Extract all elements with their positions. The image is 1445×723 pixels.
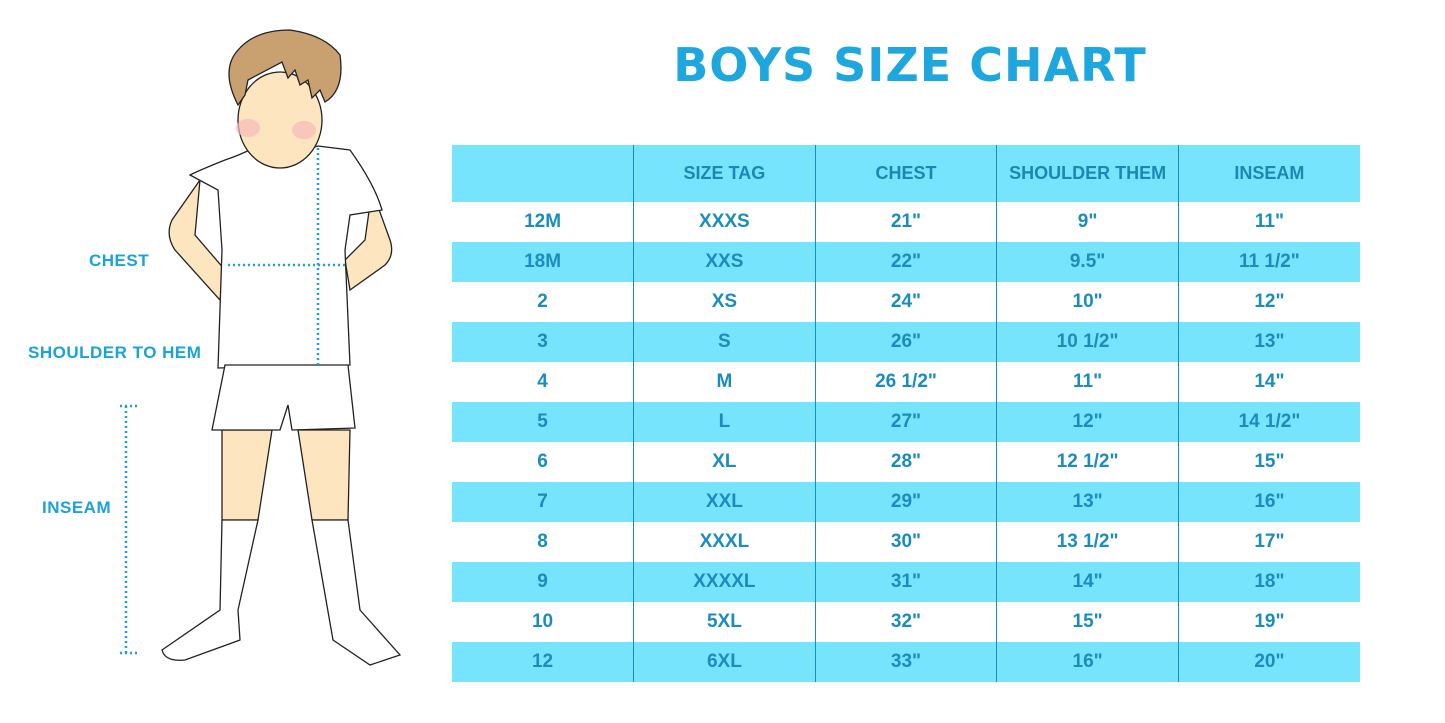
table-cell: 17" [1177, 522, 1360, 562]
table-cell: 9.5" [996, 242, 1179, 282]
table-cell: 29" [814, 482, 997, 522]
table-cell: 19" [1177, 602, 1360, 642]
table-cell: 13" [996, 482, 1179, 522]
table-row: 6 XL 28" 12 1/2" 15" [452, 442, 1360, 482]
table-cell: 9 [537, 571, 548, 592]
table-cell: 16" [1177, 482, 1360, 522]
table-cell: XXL [633, 482, 816, 522]
table-cell: 28" [814, 442, 997, 482]
table-row: 9 XXXXL 31" 14" 18" [452, 562, 1360, 602]
table-row: 2 XS 24" 10" 12" [452, 282, 1360, 322]
header-cell: SIZE TAG [633, 145, 816, 202]
table-cell: 16" [996, 642, 1179, 682]
table-cell: 12 [531, 651, 554, 672]
table-row: 3 S 26" 10 1/2" 13" [452, 322, 1360, 362]
header-cell: INSEAM [1177, 145, 1360, 202]
table-cell: 31" [814, 562, 997, 602]
table-cell: 13" [1177, 322, 1360, 362]
table-cell: 8 [537, 531, 548, 552]
table-cell: 12" [996, 402, 1179, 442]
table-cell: 10 1/2" [996, 322, 1179, 362]
table-row: 12 6XL 33" 16" 20" [452, 642, 1360, 682]
inseam-label: INSEAM [42, 498, 112, 517]
table-cell: S [633, 322, 816, 362]
table-cell: 12" [1177, 282, 1360, 322]
table-cell: 26 1/2" [814, 362, 997, 402]
header-cell: SHOULDER THEM [996, 145, 1179, 202]
size-table: SIZE TAG CHEST SHOULDER THEM INSEAM 12M X… [452, 145, 1360, 682]
table-cell: 15" [1177, 442, 1360, 482]
table-cell: 15" [996, 602, 1179, 642]
table-cell: 14 1/2" [1177, 402, 1360, 442]
table-cell: 6XL [633, 642, 816, 682]
table-cell: XXS [633, 242, 816, 282]
table-row: 5 L 27" 12" 14 1/2" [452, 402, 1360, 442]
table-cell: 18M [524, 251, 562, 272]
table-cell: 12 1/2" [996, 442, 1179, 482]
table-cell: L [633, 402, 816, 442]
table-cell: XL [633, 442, 816, 482]
page-title: BOYS SIZE CHART [673, 38, 1147, 92]
table-cell: 20" [1177, 642, 1360, 682]
header-cell: CHEST [814, 145, 997, 202]
table-cell: XXXS [633, 202, 816, 242]
table-row: 12M XXXS 21" 9" 11" [452, 202, 1360, 242]
table-cell: 32" [814, 602, 997, 642]
table-cell: 4 [537, 371, 548, 392]
table-cell: 11 1/2" [1177, 242, 1360, 282]
table-cell: 10" [996, 282, 1179, 322]
table-cell: XXXL [633, 522, 816, 562]
header-cell [452, 145, 634, 202]
shoulder-to-hem-label: SHOULDER TO HEM [28, 343, 202, 362]
table-cell: 18" [1177, 562, 1360, 602]
table-cell: 3 [537, 331, 548, 352]
table-cell: 6 [537, 451, 548, 472]
table-cell: M [633, 362, 816, 402]
shorts [211, 364, 356, 431]
table-row: 10 5XL 32" 15" 19" [452, 602, 1360, 642]
hair [228, 29, 342, 107]
table-row: 7 XXL 29" 13" 16" [452, 482, 1360, 522]
table-header-row: SIZE TAG CHEST SHOULDER THEM INSEAM [452, 145, 1360, 202]
table-cell: 22" [814, 242, 997, 282]
table-cell: 33" [814, 642, 997, 682]
table-cell: 21" [814, 202, 997, 242]
table-cell: 11" [996, 362, 1179, 402]
table-row: 4 M 26 1/2" 11" 14" [452, 362, 1360, 402]
table-cell: 26" [814, 322, 997, 362]
table-cell: XXXXL [633, 562, 816, 602]
table-cell: XS [633, 282, 816, 322]
table-cell: 7 [537, 491, 548, 512]
table-cell: 12M [524, 211, 562, 232]
table-cell: 30" [814, 522, 997, 562]
table-cell: 9" [996, 202, 1179, 242]
table-cell: 11" [1177, 202, 1360, 242]
table-row: 8 XXXL 30" 13 1/2" 17" [452, 522, 1360, 562]
boy-illustration [120, 29, 402, 666]
table-cell: 14" [1177, 362, 1360, 402]
table-cell: 24" [814, 282, 997, 322]
table-cell: 5XL [633, 602, 816, 642]
table-cell: 27" [814, 402, 997, 442]
table-cell: 2 [537, 291, 548, 312]
chest-label: CHEST [89, 251, 150, 270]
table-cell: 13 1/2" [996, 522, 1179, 562]
table-cell: 14" [996, 562, 1179, 602]
table-row: 18M XXS 22" 9.5" 11 1/2" [452, 242, 1360, 282]
table-cell: 5 [537, 411, 548, 432]
table-cell: 10 [531, 611, 554, 632]
